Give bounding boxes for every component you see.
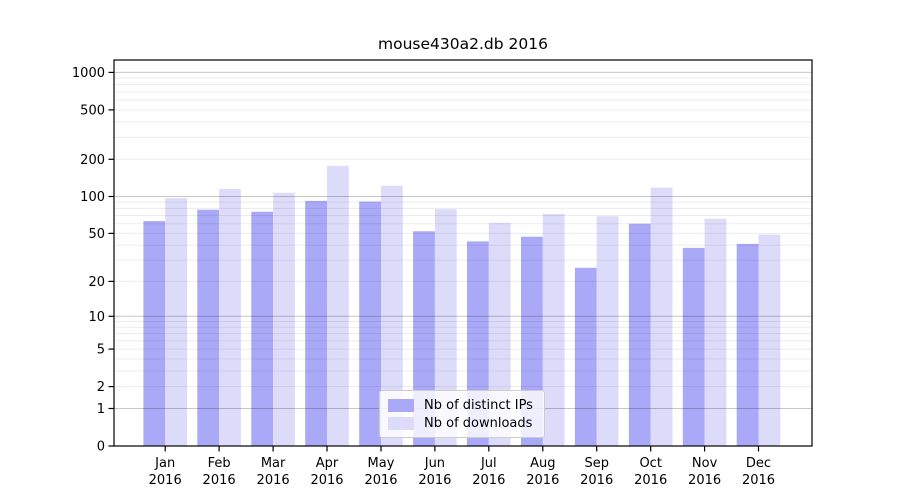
bar-distinct-ips-10	[628, 223, 651, 446]
y-tick-label: 5	[97, 343, 105, 358]
x-tick-label-year: 2016	[526, 473, 559, 488]
bar-downloads-10	[650, 187, 673, 446]
bar-downloads-9	[596, 216, 619, 446]
y-tick-label: 10	[88, 310, 105, 325]
bar-distinct-ips-9	[574, 267, 597, 446]
y-tick-label: 2	[97, 380, 105, 395]
legend-swatch-distinct-ips	[388, 398, 414, 412]
x-tick-label-month: Oct	[639, 456, 661, 471]
y-tick-label: 100	[80, 190, 105, 205]
bar-downloads-1	[165, 198, 187, 446]
legend-entry-downloads: Nb of downloads	[388, 415, 536, 431]
y-tick-label: 50	[88, 227, 105, 242]
x-tick-label-month: Nov	[692, 456, 718, 471]
bar-downloads-4	[327, 165, 349, 447]
x-tick-label-year: 2016	[472, 473, 505, 488]
x-tick-label-month: May	[368, 456, 395, 471]
x-tick-label-year: 2016	[580, 473, 613, 488]
x-tick-label-month: Jul	[480, 456, 497, 471]
x-tick-label-month: Mar	[261, 456, 286, 471]
legend-swatch-downloads	[388, 416, 414, 430]
legend: Nb of distinct IPs Nb of downloads	[379, 390, 545, 438]
y-tick-label: 1	[97, 402, 105, 417]
bar-downloads-6	[434, 209, 457, 446]
y-tick-label: 20	[88, 275, 105, 290]
x-tick-label-year: 2016	[688, 473, 721, 488]
bar-distinct-ips-12	[736, 243, 759, 446]
bar-distinct-ips-5	[359, 201, 381, 446]
x-tick-label-year: 2016	[634, 473, 667, 488]
x-tick-label-year: 2016	[364, 473, 397, 488]
x-tick-label-year: 2016	[203, 473, 236, 488]
x-tick-label-month: Feb	[208, 456, 231, 471]
bar-distinct-ips-4	[305, 200, 327, 446]
y-tick-label: 1000	[72, 66, 105, 81]
x-tick-label-month: Aug	[530, 456, 555, 471]
x-tick-label-year: 2016	[310, 473, 343, 488]
bar-distinct-ips-11	[682, 247, 705, 446]
legend-label-distinct-ips: Nb of distinct IPs	[424, 397, 533, 413]
y-tick-label: 500	[80, 103, 105, 118]
bar-downloads-8	[542, 214, 565, 446]
x-tick-label-year: 2016	[257, 473, 290, 488]
x-tick-label-month: Dec	[746, 456, 771, 471]
x-tick-label-year: 2016	[418, 473, 451, 488]
x-tick-label-year: 2016	[742, 473, 775, 488]
legend-label-downloads: Nb of downloads	[424, 415, 533, 431]
bar-distinct-ips-1	[143, 221, 166, 446]
y-tick-label: 0	[97, 440, 105, 455]
x-tick-label-month: Apr	[316, 456, 339, 471]
chart-title: mouse430a2.db 2016	[378, 35, 548, 53]
legend-entry-distinct-ips: Nb of distinct IPs	[388, 397, 536, 413]
bar-downloads-12	[758, 234, 781, 446]
bar-distinct-ips-2	[197, 209, 220, 446]
bar-downloads-3	[273, 192, 295, 446]
x-tick-label-year: 2016	[149, 473, 182, 488]
plot-border	[113, 59, 813, 447]
x-tick-label-month: Jan	[154, 456, 175, 471]
x-tick-label-month: Jun	[424, 456, 445, 471]
bar-downloads-2	[219, 189, 241, 446]
x-tick-label-month: Sep	[584, 456, 609, 471]
bar-downloads-11	[704, 218, 727, 446]
y-tick-label: 200	[80, 153, 105, 168]
bar-downloads-5	[381, 185, 403, 447]
bar-distinct-ips-3	[251, 211, 274, 446]
